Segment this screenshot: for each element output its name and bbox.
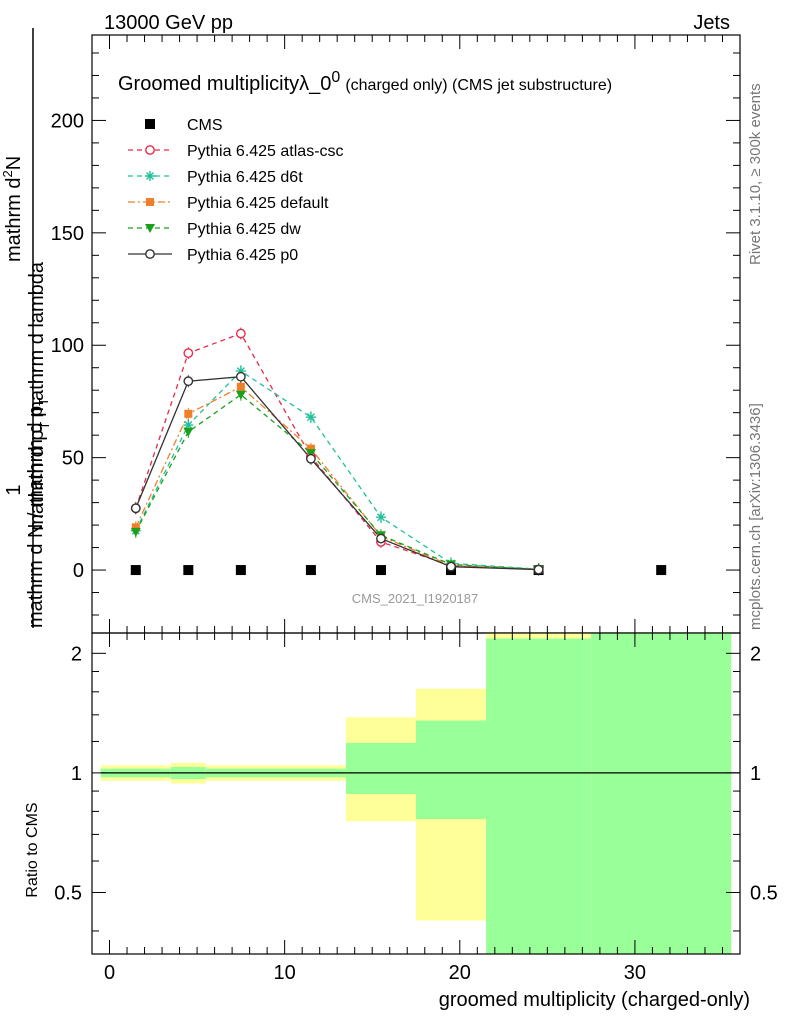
ylabel-denominator: mathrm d pTmathrm d lambda bbox=[26, 261, 52, 531]
y-tick-label: 0 bbox=[73, 560, 84, 582]
series-line-5 bbox=[135, 376, 539, 571]
legend-label: Pythia 6.425 p0 bbox=[187, 247, 298, 264]
series-line-2 bbox=[135, 370, 539, 570]
data-point-series-0 bbox=[656, 565, 667, 576]
plot-title-sup: 0 bbox=[331, 69, 340, 86]
x-tick-label: 20 bbox=[449, 962, 471, 984]
data-point-series-2 bbox=[375, 512, 386, 523]
bottom-frame bbox=[91, 632, 741, 955]
ratio-band-inner-6 bbox=[591, 633, 732, 954]
data-point-series-0 bbox=[183, 565, 194, 576]
data-point-series-3 bbox=[184, 409, 193, 418]
legend-label: CMS bbox=[187, 117, 223, 134]
data-point-series-0 bbox=[305, 565, 316, 576]
legend-label: Pythia 6.425 default bbox=[187, 195, 329, 212]
y-tick-label: 150 bbox=[51, 223, 84, 245]
data-point-series-2 bbox=[183, 420, 194, 431]
series-line-3 bbox=[135, 386, 539, 571]
ratio-band-inner-3 bbox=[345, 742, 416, 794]
y-tick-label: 50 bbox=[62, 448, 84, 470]
data-point-series-4 bbox=[130, 527, 141, 537]
ratio-y-tick-label-right: 1 bbox=[750, 763, 761, 785]
ylabel-one: 1 bbox=[3, 484, 25, 495]
data-point-series-0 bbox=[375, 565, 386, 576]
data-point-series-3 bbox=[236, 382, 245, 391]
plot-title: Groomed multiplicityλ_00 (charged only) (… bbox=[118, 69, 612, 95]
data-point-series-4 bbox=[235, 390, 246, 400]
legend-marker bbox=[145, 171, 155, 181]
ratio-y-tick-label: 2 bbox=[71, 643, 82, 665]
x-axis-label: groomed multiplicity (charged-only) bbox=[439, 989, 750, 1011]
data-point-series-5 bbox=[235, 371, 246, 382]
ratio-ylabel: Ratio to CMS bbox=[24, 802, 41, 897]
data-point-series-5 bbox=[306, 453, 316, 464]
data-point-series-0 bbox=[130, 565, 141, 576]
data-point-series-5 bbox=[130, 503, 141, 514]
legend-entry-0: CMS bbox=[145, 117, 223, 134]
x-tick-label: 10 bbox=[274, 962, 296, 984]
data-point-series-5 bbox=[446, 561, 456, 572]
data-point-series-3 bbox=[306, 444, 315, 453]
data-point-series-4 bbox=[305, 449, 316, 459]
legend-entry-3: Pythia 6.425 default bbox=[128, 195, 329, 212]
x-tick-label: 30 bbox=[624, 962, 646, 984]
data-point-series-4 bbox=[183, 427, 194, 437]
data-point-series-2 bbox=[305, 412, 316, 423]
legend-entry-4: Pythia 6.425 dw bbox=[128, 221, 301, 238]
data-point-series-2 bbox=[235, 366, 246, 377]
data-point-series-1 bbox=[183, 348, 194, 359]
top-y-axis-label: mathrm d2N 1 mathrm d pTmathrm d lambda … bbox=[0, 28, 52, 628]
plot-title-tail: (charged only) (CMS jet substructure) bbox=[345, 77, 612, 94]
data-point-series-1 bbox=[235, 328, 246, 339]
legend-label: Pythia 6.425 d6t bbox=[187, 169, 303, 186]
y-tick-label: 200 bbox=[51, 110, 84, 132]
legend-marker bbox=[146, 198, 154, 206]
data-point-series-5 bbox=[183, 376, 194, 387]
legend-entry-1: Pythia 6.425 atlas-csc bbox=[128, 143, 344, 160]
data-point-series-0 bbox=[235, 565, 246, 576]
legend-marker bbox=[145, 119, 155, 129]
ratio-y-tick-label-right: 2 bbox=[750, 643, 761, 665]
ratio-y-tick-label: 1 bbox=[71, 763, 82, 785]
x-tick-label: 0 bbox=[104, 962, 115, 984]
side-rivet: Rivet 3.1.10, ≥ 300k events bbox=[747, 83, 764, 265]
header-process: Jets bbox=[693, 12, 730, 34]
analysis-watermark: CMS_2021_I1920187 bbox=[352, 591, 479, 606]
ratio-y-tick-label-right: 0.5 bbox=[750, 882, 778, 904]
ratio-y-tick-label: 0.5 bbox=[54, 882, 82, 904]
ratio-band-inner-4 bbox=[416, 720, 487, 820]
ratio-plot-panel: 0.5 0.51 12 20 10 20 30 bbox=[54, 632, 778, 984]
ylabel-bottom: mathrm d N / mathrm d pT bbox=[25, 398, 51, 628]
header-energy: 13000 GeV pp bbox=[104, 12, 233, 34]
ratio-band-inner-5 bbox=[486, 638, 592, 954]
y-tick-label: 100 bbox=[51, 335, 84, 357]
data-point-series-5 bbox=[376, 533, 386, 544]
legend-entry-2: Pythia 6.425 d6t bbox=[128, 169, 303, 186]
legend-entry-5: Pythia 6.425 p0 bbox=[128, 247, 298, 264]
data-point-series-5 bbox=[533, 564, 544, 575]
plot-title-main: Groomed multiplicityλ_0 bbox=[118, 73, 331, 95]
legend-marker bbox=[145, 145, 155, 155]
legend-label: Pythia 6.425 atlas-csc bbox=[187, 143, 344, 160]
legend-marker bbox=[145, 249, 155, 259]
data-point-series-3 bbox=[131, 523, 140, 532]
legend: CMS Pythia 6.425 atlas-csc Pythia 6.425 d6… bbox=[128, 117, 344, 264]
side-mcplots: mcplots.cern.ch [arXiv:1306.3436] bbox=[747, 403, 764, 630]
series-line-1 bbox=[135, 332, 539, 571]
legend-label: Pythia 6.425 dw bbox=[187, 221, 301, 238]
ylabel-numerator: mathrm d2N bbox=[0, 156, 25, 262]
legend-marker bbox=[145, 224, 155, 233]
